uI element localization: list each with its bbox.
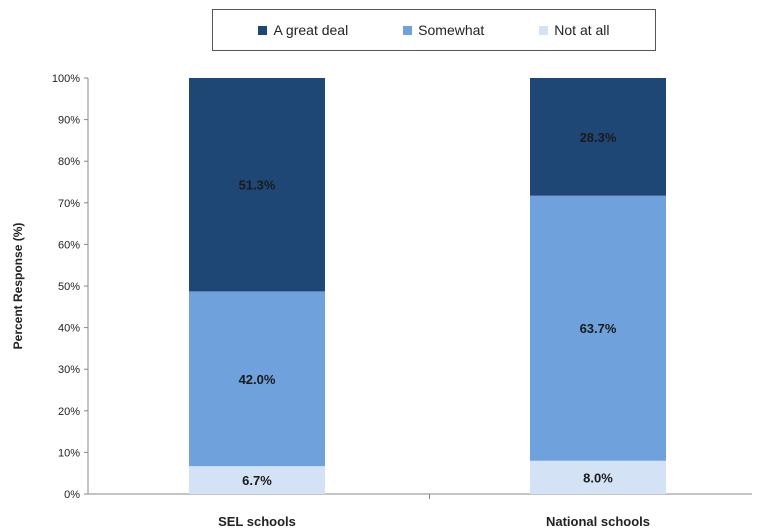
category-label: National schools [546,514,650,529]
y-tick-label: 60% [58,239,80,251]
legend-item: Somewhat [403,22,484,38]
y-tick-label: 90% [58,115,80,127]
category-label: SEL schools [218,514,296,529]
legend-swatch [403,25,413,35]
legend-item: Not at all [539,22,610,38]
data-label: 51.3% [239,178,276,193]
y-tick-label: 40% [58,323,80,335]
axes: 0% 10% 20% 30% 40% 50% 60% 70% 80% 90% 100% Percent… [11,73,752,501]
bar-segment [189,291,325,467]
bars [189,78,666,494]
data-label: 63.7% [580,321,617,336]
data-label: 6.7% [242,473,272,488]
bar-segment [530,78,666,196]
y-tick-label: 0% [64,489,80,501]
legend-swatch [258,25,268,35]
legend: A great deal Somewhat Not at all [212,9,656,51]
y-tick-label: 10% [58,447,80,459]
y-tick-label: 70% [58,198,80,210]
y-tick-label: 50% [58,281,80,293]
legend-label: Not at all [554,22,610,38]
legend-swatch [539,25,549,35]
y-tick-label: 100% [52,73,80,85]
bar-segment [189,466,325,494]
data-label: 8.0% [583,470,613,485]
bar-segment [530,460,666,494]
labels: SEL schools National schools 6.7% 42.0% 51.3… [218,130,650,529]
legend-item: A great deal [258,22,348,38]
y-axis-title: Percent Response (%) [11,223,25,350]
y-tick-label: 20% [58,406,80,418]
y-tick-label: 80% [58,156,80,168]
y-tick-label: 30% [58,364,80,376]
legend-label: A great deal [273,22,349,38]
bar-segment [189,78,325,292]
data-label: 42.0% [239,372,276,387]
bar-segment [530,195,666,461]
data-label: 28.3% [580,130,617,145]
legend-label: Somewhat [418,22,485,38]
